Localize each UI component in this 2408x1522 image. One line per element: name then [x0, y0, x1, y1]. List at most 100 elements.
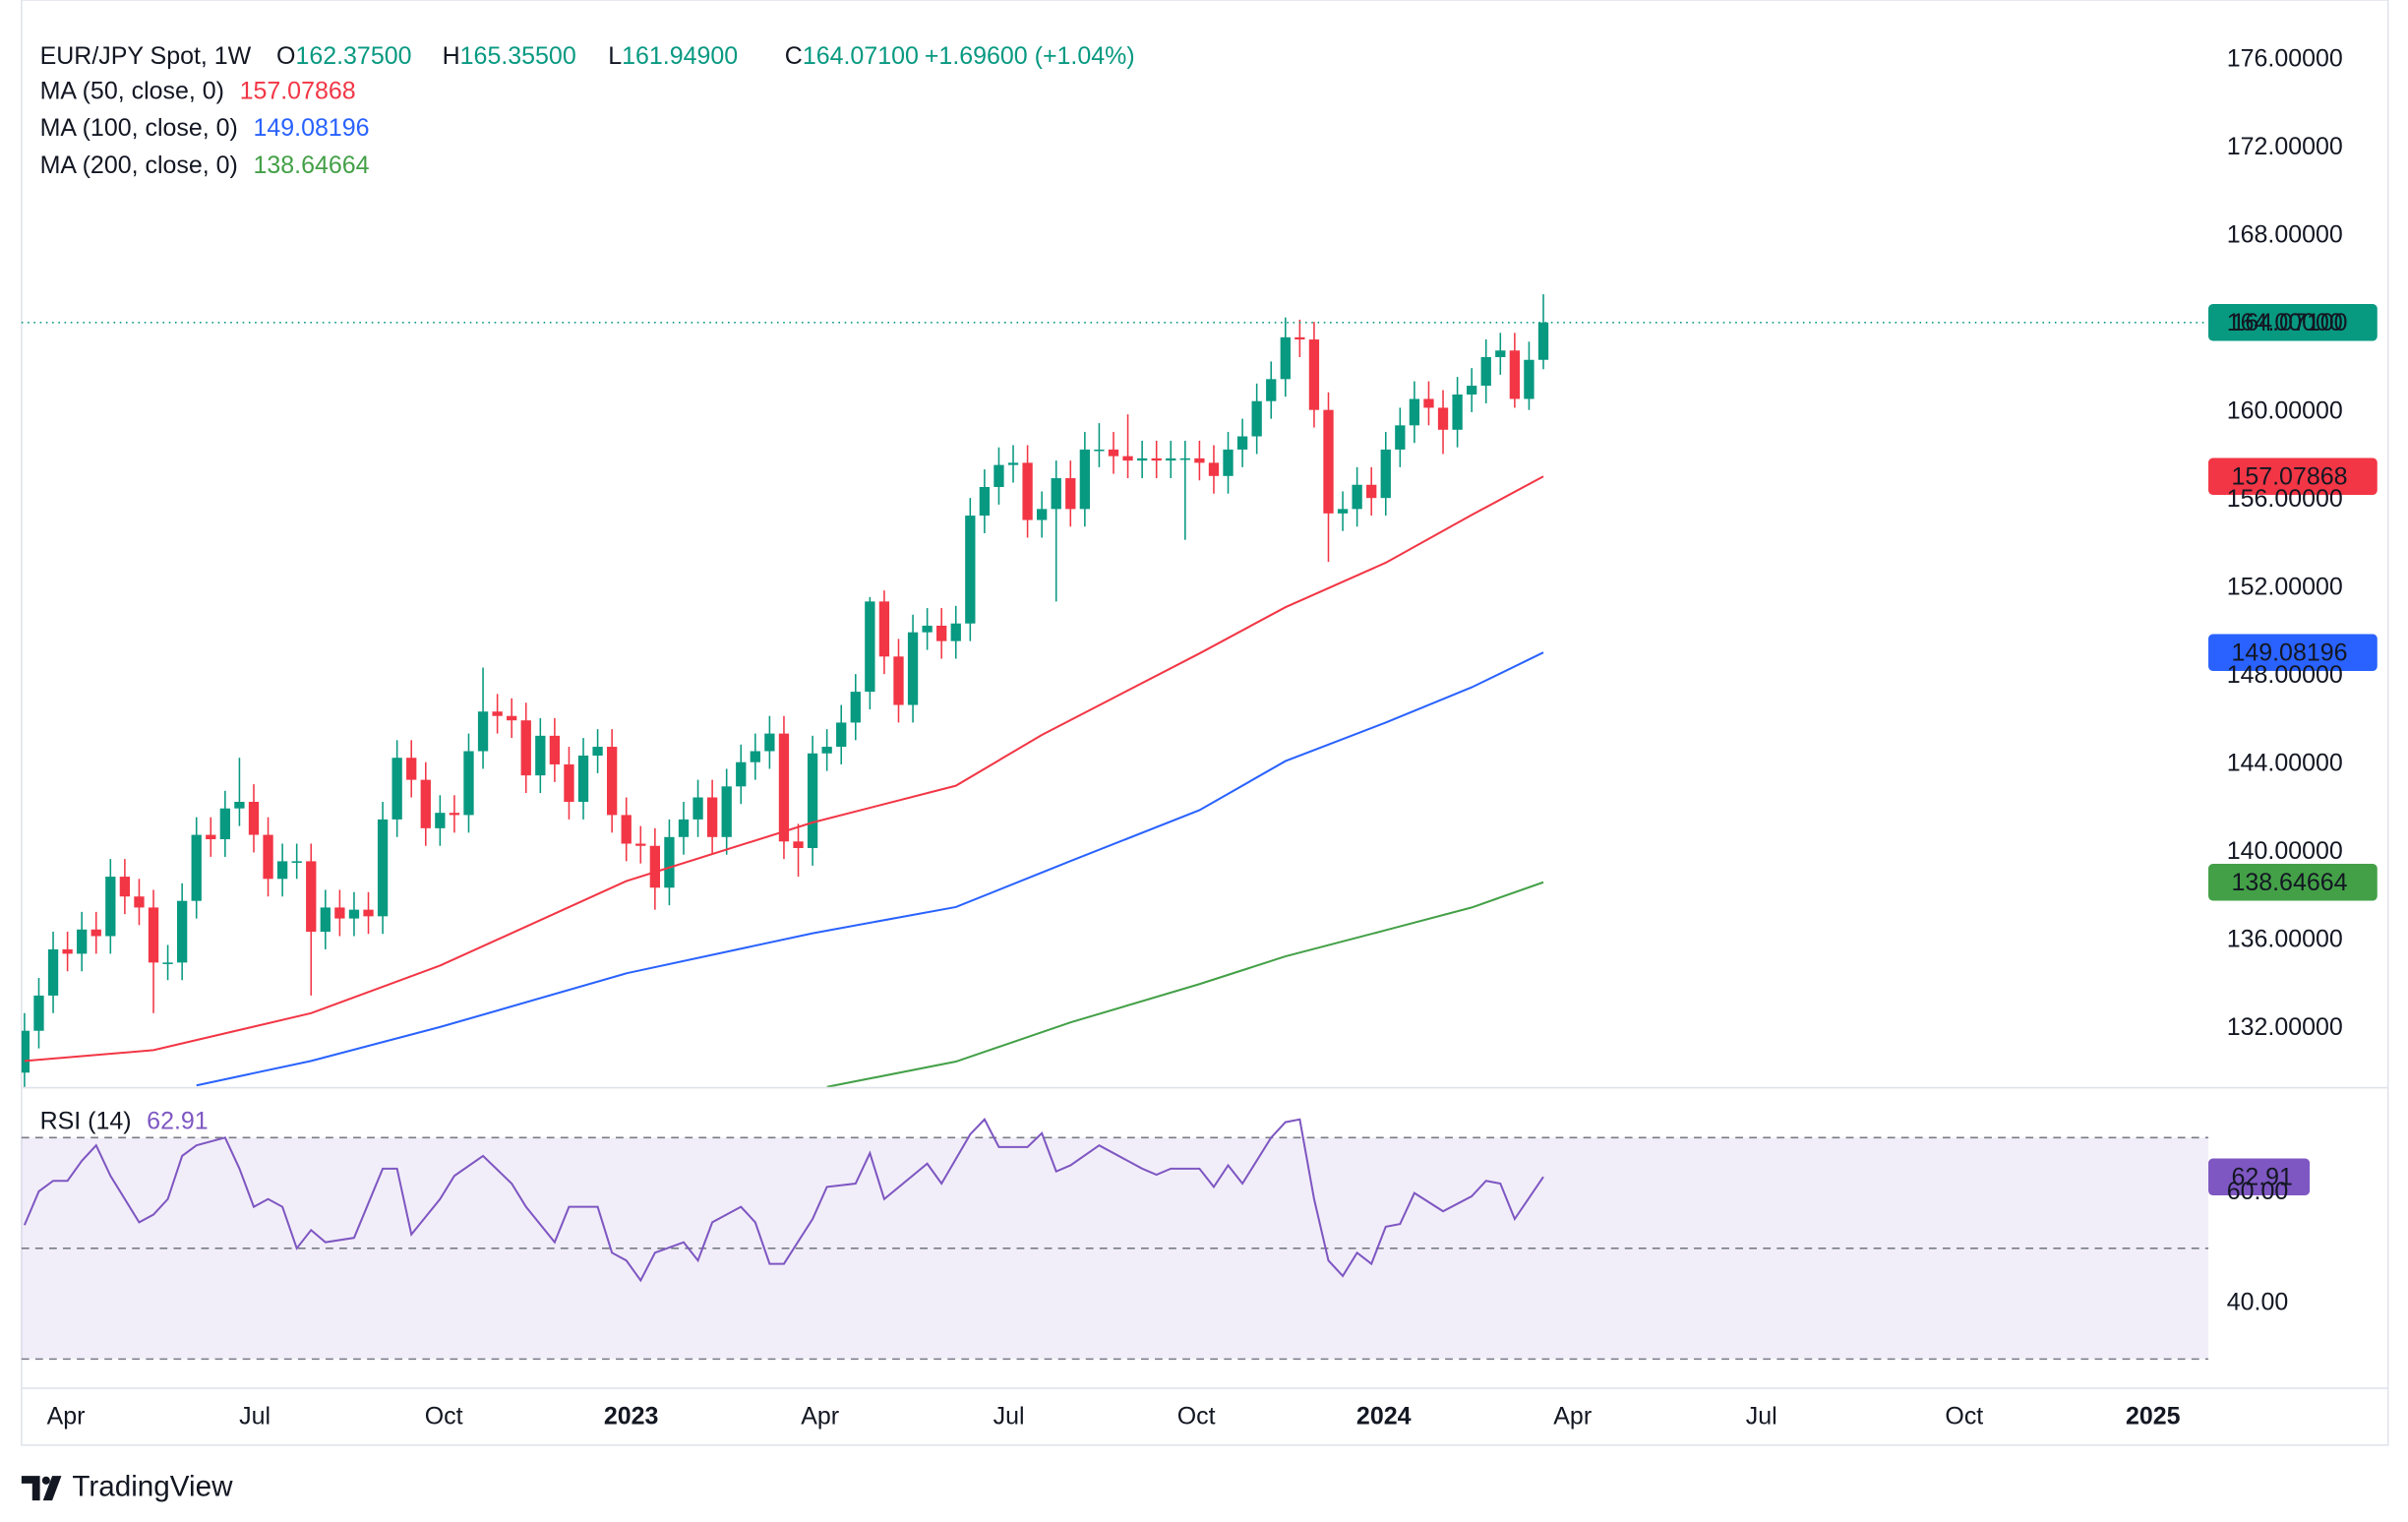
candle-body [435, 813, 446, 828]
candle-body [1323, 409, 1334, 514]
field-value: 165.35500 [460, 41, 576, 69]
legend-entry: MA (50, close, 0) 157.07868 [40, 77, 356, 104]
y-tick-label: 140.00000 [2227, 837, 2343, 865]
candle-body [492, 711, 503, 716]
candle-body [778, 733, 790, 842]
logo: TradingView [21, 1470, 233, 1502]
candle-body [950, 623, 961, 641]
candle-body [1236, 436, 1248, 450]
candle-body [1452, 395, 1463, 430]
y-tick-label: 156.00000 [2227, 485, 2343, 513]
field-letter: O [276, 41, 295, 69]
candle-body [33, 995, 44, 1031]
candle-body [206, 834, 216, 840]
candle-body [1366, 484, 1377, 499]
price-badge [2208, 863, 2378, 901]
legend-value: 138.64664 [253, 151, 369, 178]
candle-body [1166, 457, 1176, 461]
x-tick-label: Oct [425, 1402, 463, 1430]
candle-body [922, 625, 933, 633]
candle-body [1136, 457, 1148, 461]
rsi-line [23, 1118, 1544, 1283]
x-tick-label: Apr [47, 1402, 86, 1430]
candle-body [363, 909, 374, 917]
candle-body [449, 813, 460, 816]
x-tick-label: Jul [1746, 1402, 1777, 1430]
candle-body [1022, 462, 1033, 520]
candle-body [334, 907, 345, 919]
candle-body [721, 786, 732, 837]
candle-body [1409, 398, 1420, 426]
candle-body [105, 877, 116, 937]
grid [21, 1086, 2388, 1389]
candle-body [21, 1030, 30, 1073]
candle-body [1509, 350, 1521, 399]
candle-body [1495, 350, 1506, 357]
candle-body [47, 948, 59, 996]
candle-body [276, 861, 288, 880]
y-tick-label: 160.00000 [2227, 396, 2343, 424]
legend-value: 62.91 [147, 1107, 209, 1134]
candle-body [692, 797, 703, 820]
y-tick-label: 40.00 [2227, 1289, 2289, 1316]
frame [21, 0, 2389, 1446]
x-tick-label: Oct [1177, 1402, 1216, 1430]
candle-body [706, 797, 718, 837]
y-tick-label: 136.00000 [2227, 926, 2343, 953]
candle-body [1007, 462, 1019, 465]
candle-body [1395, 425, 1406, 450]
candle-body [219, 808, 231, 840]
field-letter: L [608, 41, 622, 69]
candle-body [1524, 359, 1535, 399]
candle-body [1280, 336, 1291, 380]
x-tick-label: Jul [993, 1402, 1025, 1430]
candle-body [1337, 509, 1349, 514]
candle-body [1537, 322, 1549, 360]
legend-entry: RSI (14) 62.91 [40, 1107, 209, 1134]
field-value: 164.07100 [803, 41, 919, 69]
candle-body [736, 761, 747, 787]
candle-body [1094, 449, 1105, 452]
candle-body [234, 801, 245, 809]
rsi [23, 1118, 1544, 1283]
x-tick-label: Jul [239, 1402, 271, 1430]
candle-body [1108, 449, 1119, 457]
ma-line [196, 651, 1544, 1087]
candle-body [391, 758, 402, 820]
candle-body [836, 722, 847, 748]
candle-body [520, 720, 531, 776]
legend-value: 149.08196 [253, 114, 369, 142]
candle-body [821, 747, 832, 754]
candle-body [1352, 484, 1362, 510]
x-tick-label: Oct [1945, 1402, 1983, 1430]
candle-body [176, 900, 188, 963]
candle-body [1037, 509, 1048, 520]
candle-body [764, 733, 775, 752]
candle-body [649, 845, 661, 888]
y-tick-label: 144.00000 [2227, 750, 2343, 777]
candle-body [291, 861, 302, 863]
candle-body [148, 907, 159, 963]
candle-body [263, 834, 273, 880]
x-tick-label: Apr [801, 1402, 839, 1430]
x-tick-label: 2024 [1356, 1402, 1412, 1430]
candle-body [1266, 379, 1277, 401]
y-tick-label: 60.00 [2227, 1178, 2289, 1205]
candle-body [162, 962, 173, 964]
candle-body [850, 692, 861, 723]
candle-body [564, 763, 574, 802]
candle-body [406, 758, 417, 780]
candle-body [535, 735, 546, 776]
candle-body [1467, 386, 1477, 396]
candle-body [793, 841, 804, 848]
candle-body [1208, 462, 1220, 476]
legend-name: MA (200, close, 0) [40, 151, 238, 178]
candle-body [1437, 407, 1449, 430]
candle-body [993, 464, 1004, 487]
x-tick-label: Apr [1553, 1402, 1592, 1430]
candle-body [1480, 356, 1491, 387]
candle-body [1122, 456, 1133, 461]
candle-body [1308, 339, 1320, 410]
